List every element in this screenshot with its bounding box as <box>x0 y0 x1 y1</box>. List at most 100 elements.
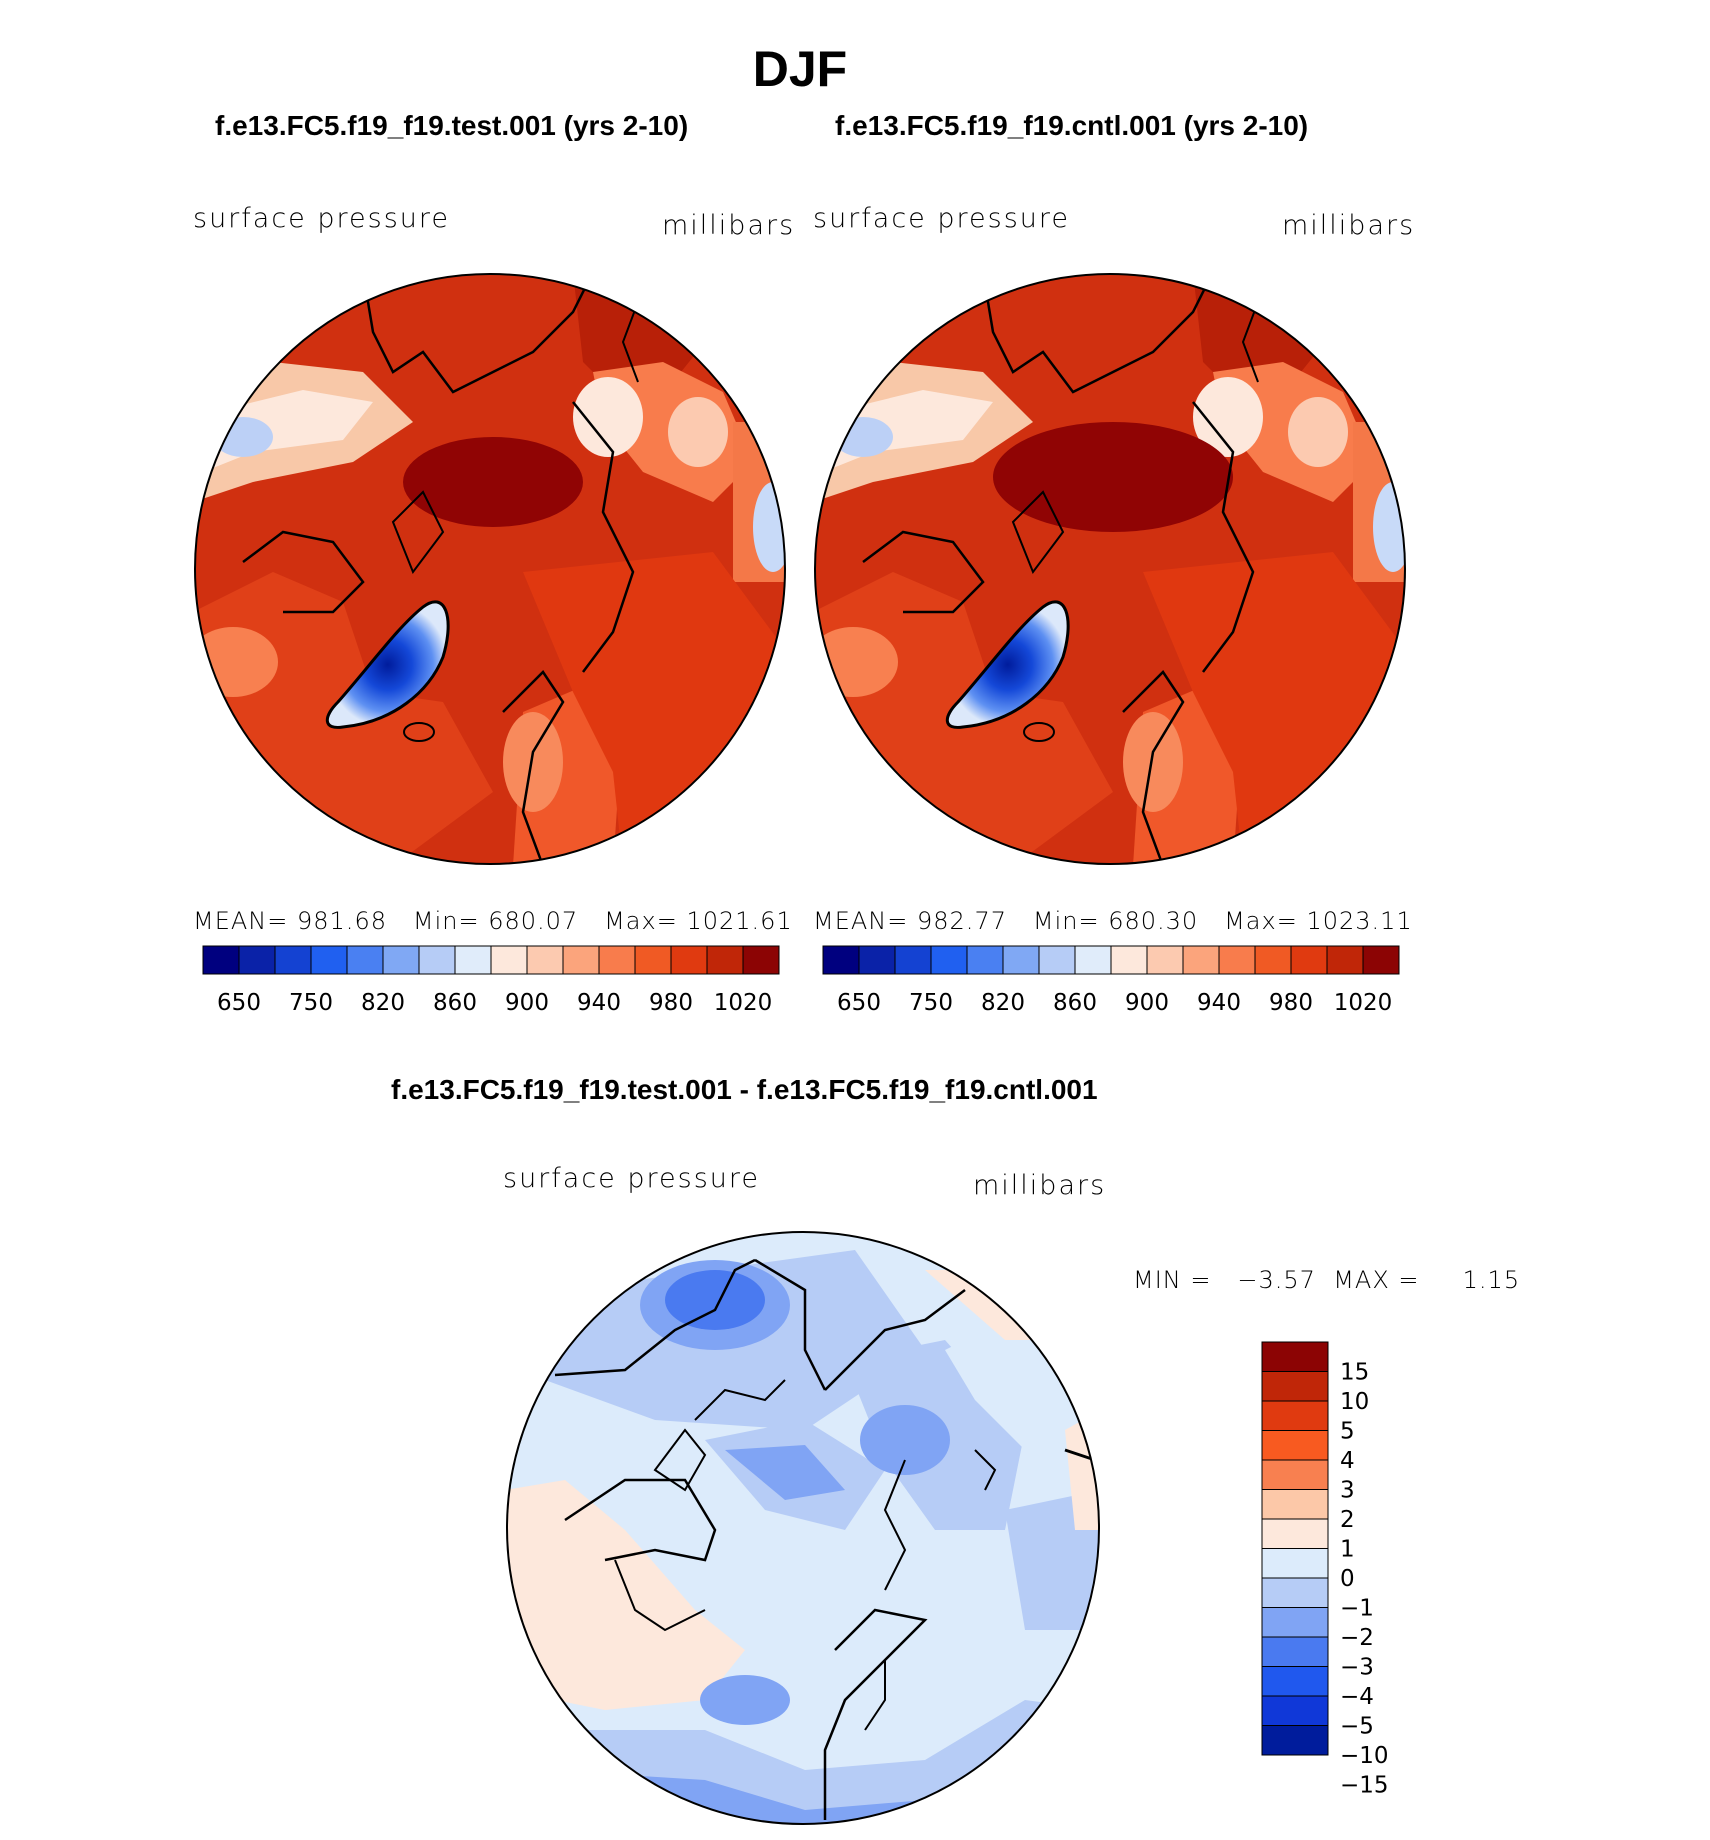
colorbar-swatch <box>670 945 708 975</box>
colorbar-swatch <box>1218 945 1256 975</box>
diff-colorbar-swatch <box>1261 1518 1329 1549</box>
diff-colorbar-tick-label: 5 <box>1340 1419 1355 1445</box>
colorbar-swatch <box>930 945 968 975</box>
diff-colorbar-swatch <box>1261 1371 1329 1402</box>
colorbar-tick-label: 650 <box>217 990 261 1016</box>
panel-2-min: 680.30 <box>1108 907 1199 935</box>
panel-1-min: 680.07 <box>488 907 579 935</box>
panel-1-min-label: Min= <box>412 907 480 935</box>
panel-1-colorbar: 650 750 820 860 900 940 980 1020 <box>202 945 780 1016</box>
colorbar-swatch <box>1038 945 1076 975</box>
diff-colorbar-tick-label: −2 <box>1340 1625 1374 1651</box>
main-title: DJF <box>752 41 848 97</box>
panel-2-units: millibars <box>1282 210 1416 241</box>
diff-units: millibars <box>973 1170 1107 1201</box>
panel-1-title: f.e13.FC5.f19_f19.test.001 (yrs 2-10) <box>215 110 689 141</box>
colorbar-tick-label: 1020 <box>714 990 773 1016</box>
colorbar-swatch <box>858 945 896 975</box>
diff-colorbar-tick-label: 4 <box>1340 1448 1355 1474</box>
diff-colorbar-tick-label: 10 <box>1340 1389 1369 1415</box>
colorbar-swatch <box>1326 945 1364 975</box>
diff-variable: surface pressure <box>503 1163 760 1194</box>
diff-colorbar-tick-label: −15 <box>1340 1773 1389 1799</box>
colorbar-swatch <box>706 945 744 975</box>
colorbar-tick-label: 900 <box>505 990 549 1016</box>
colorbar-tick-label: 860 <box>1053 990 1097 1016</box>
diff-colorbar-swatch <box>1261 1666 1329 1697</box>
diff-colorbar-tick-label: 2 <box>1340 1507 1355 1533</box>
diff-min-label: MIN = <box>1133 1266 1212 1294</box>
colorbar-swatch <box>1002 945 1040 975</box>
panel-2-map <box>814 273 1406 865</box>
panel-1-max-label: Max= <box>604 907 678 935</box>
diff-colorbar-tick-label: −3 <box>1340 1655 1374 1681</box>
panel-1-variable: surface pressure <box>193 203 450 234</box>
colorbar-tick-label: 750 <box>909 990 953 1016</box>
diff-colorbar-tick-label: 0 <box>1340 1566 1355 1592</box>
colorbar-tick-label: 1020 <box>1334 990 1393 1016</box>
panel-1-map <box>194 273 786 865</box>
panel-1-mean: 981.68 <box>297 907 387 935</box>
colorbar-swatch <box>274 945 312 975</box>
colorbar-swatch <box>1074 945 1112 975</box>
diff-title: f.e13.FC5.f19_f19.test.001 - f.e13.FC5.f… <box>391 1074 1098 1105</box>
colorbar-swatch <box>1110 945 1148 975</box>
diff-colorbar-tick-label: 15 <box>1340 1360 1369 1386</box>
diff-colorbar-swatch <box>1261 1430 1329 1461</box>
diff-max-label: MAX = <box>1333 1266 1420 1294</box>
panel-2-colorbar: 650 750 820 860 900 940 980 1020 <box>822 945 1400 1016</box>
diff-colorbar-swatch <box>1261 1400 1329 1431</box>
colorbar-swatch <box>562 945 600 975</box>
colorbar-swatch <box>1362 945 1400 975</box>
panel-2-mean-label: MEAN= <box>813 907 909 935</box>
colorbar-tick-label: 900 <box>1125 990 1169 1016</box>
colorbar-swatch <box>382 945 420 975</box>
colorbar-tick-label: 860 <box>433 990 477 1016</box>
panel-2-max-label: Max= <box>1224 907 1298 935</box>
colorbar-swatch <box>202 945 240 975</box>
panel-1-stats: MEAN= 981.68 Min= 680.07 Max= 1021.61 <box>193 907 793 935</box>
colorbar-tick-label: 940 <box>577 990 621 1016</box>
diff-colorbar-tick-label: −1 <box>1340 1596 1374 1622</box>
colorbar-swatch <box>238 945 276 975</box>
diff-colorbar-tick-label: −10 <box>1340 1743 1389 1769</box>
diff-colorbar-swatch <box>1261 1459 1329 1490</box>
panel-2-min-label: Min= <box>1032 907 1100 935</box>
diff-colorbar-tick-label: −5 <box>1340 1714 1374 1740</box>
colorbar-swatch <box>1254 945 1292 975</box>
colorbar-tick-label: 820 <box>981 990 1025 1016</box>
diff-colorbar-swatch <box>1261 1489 1329 1520</box>
diff-map <box>506 1231 1100 1825</box>
panel-2-title: f.e13.FC5.f19_f19.cntl.001 (yrs 2-10) <box>835 110 1309 141</box>
diff-min: −3.57 <box>1237 1266 1316 1294</box>
diff-minmax: MIN = −3.57 MAX = 1.15 <box>1133 1266 1520 1294</box>
diff-max: 1.15 <box>1462 1266 1521 1294</box>
colorbar-swatch <box>310 945 348 975</box>
colorbar-swatch <box>454 945 492 975</box>
colorbar-swatch <box>1146 945 1184 975</box>
colorbar-swatch <box>1290 945 1328 975</box>
colorbar-swatch <box>490 945 528 975</box>
colorbar-swatch <box>634 945 672 975</box>
diff-colorbar-swatch <box>1261 1341 1329 1372</box>
colorbar-tick-label: 750 <box>289 990 333 1016</box>
diff-colorbar-swatch <box>1261 1725 1329 1756</box>
diff-colorbar-tick-label: −4 <box>1340 1684 1374 1710</box>
diff-colorbar-swatch <box>1261 1636 1329 1667</box>
diff-colorbar-swatch <box>1261 1607 1329 1638</box>
panel-1-units: millibars <box>662 210 796 241</box>
colorbar-swatch <box>418 945 456 975</box>
diff-colorbar-tick-label: 1 <box>1340 1537 1355 1563</box>
colorbar-tick-label: 940 <box>1197 990 1241 1016</box>
panel-1-max: 1021.61 <box>686 907 793 935</box>
panel-2-max: 1023.11 <box>1306 907 1413 935</box>
diff-colorbar-swatch <box>1261 1695 1329 1726</box>
diff-colorbar-swatch <box>1261 1577 1329 1608</box>
colorbar-swatch <box>1182 945 1220 975</box>
colorbar-swatch <box>346 945 384 975</box>
colorbar-swatch <box>526 945 564 975</box>
colorbar-tick-label: 650 <box>837 990 881 1016</box>
diff-colorbar-tick-label: 3 <box>1340 1478 1355 1504</box>
colorbar-swatch <box>598 945 636 975</box>
